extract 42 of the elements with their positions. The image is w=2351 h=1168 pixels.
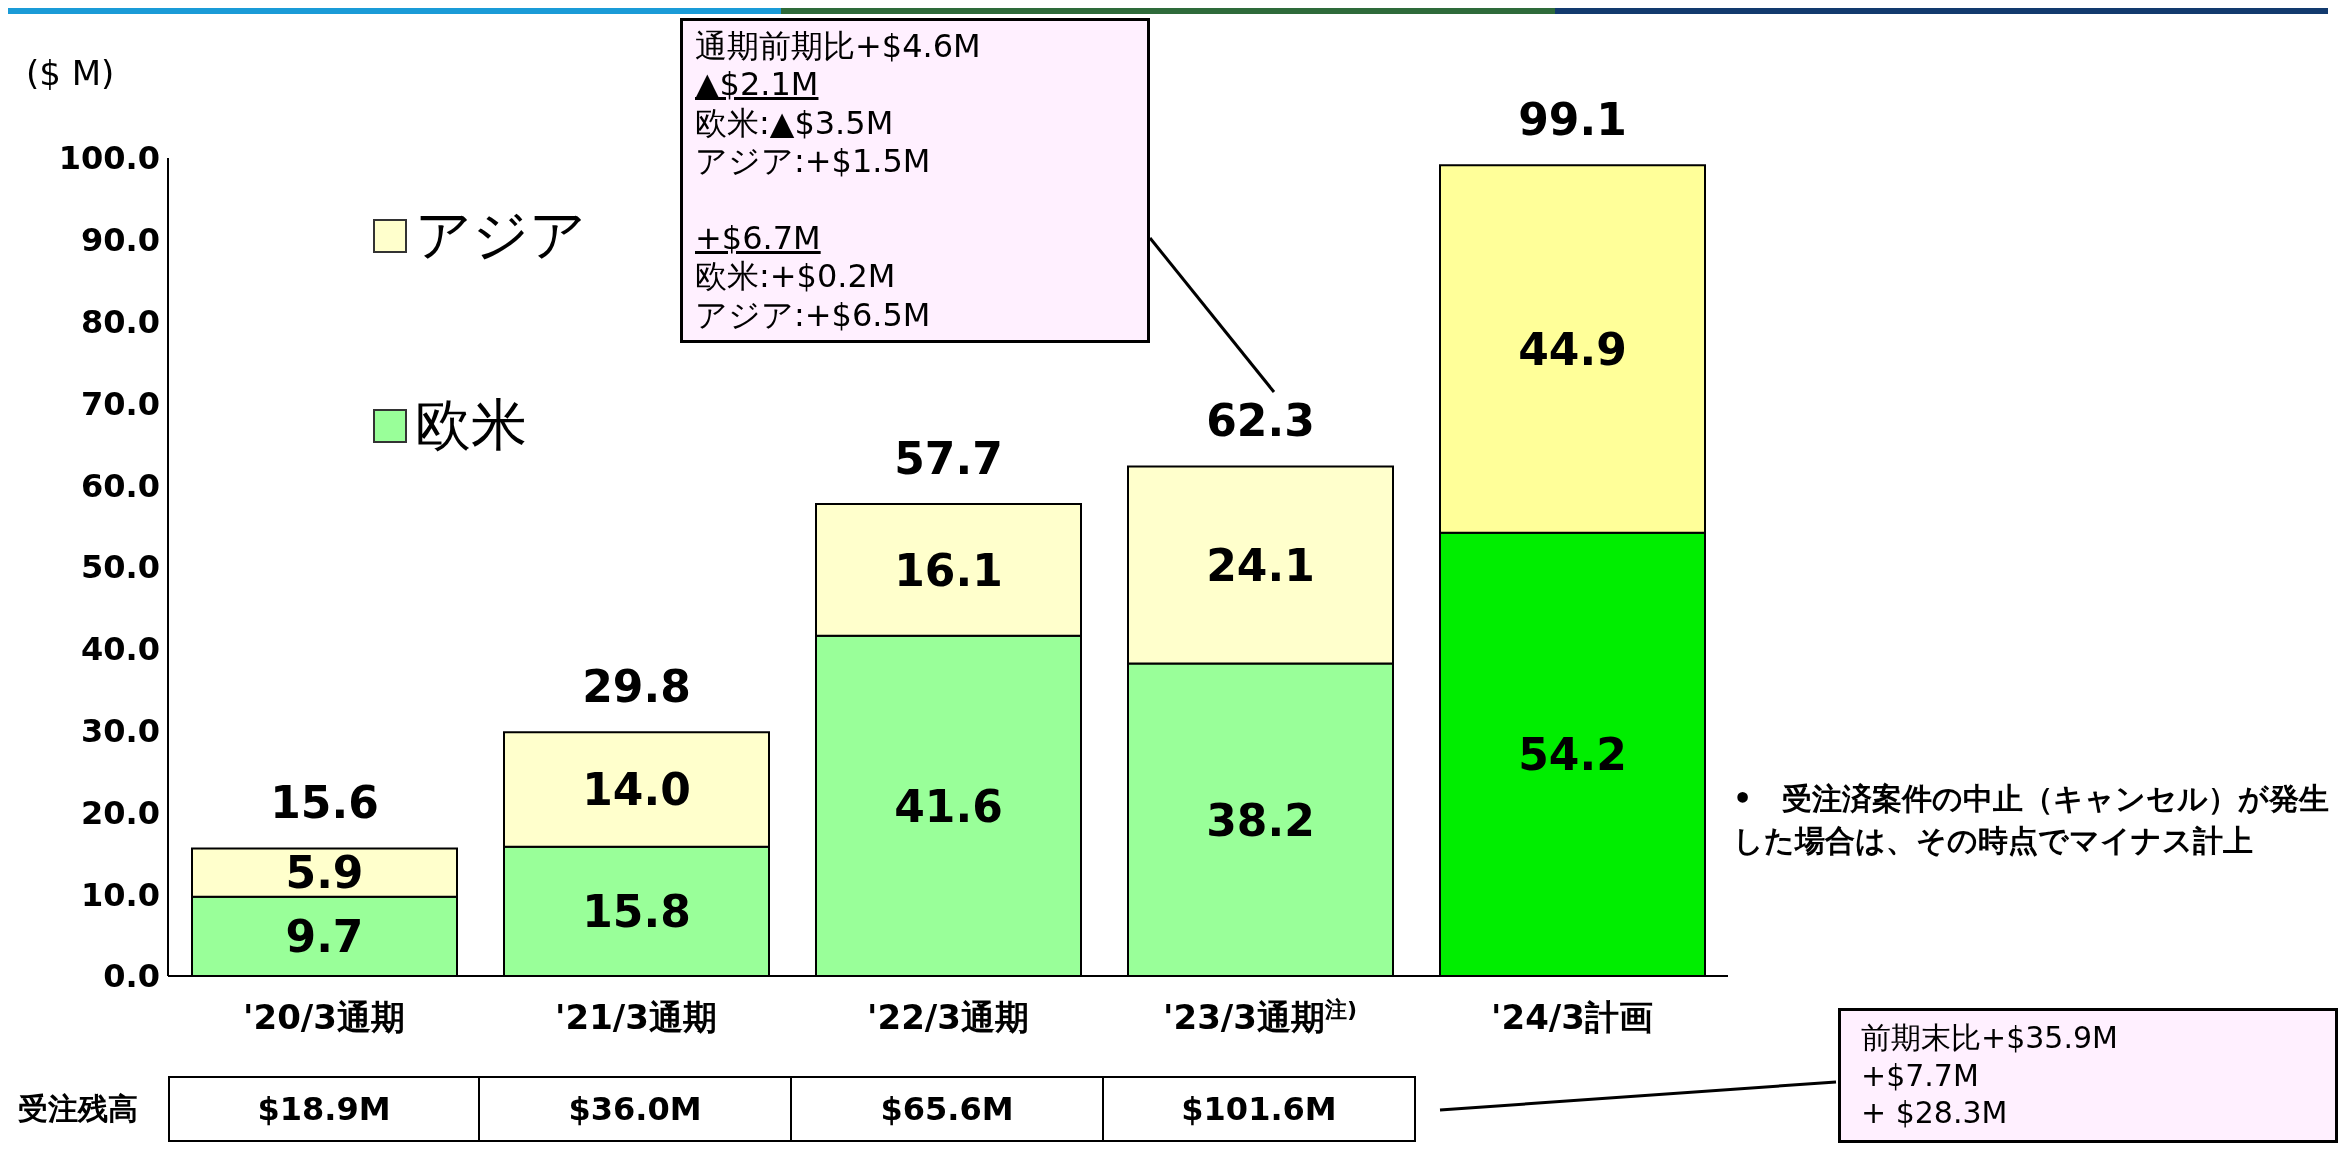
text: $18.9M bbox=[168, 1076, 480, 1142]
text: $36.0M bbox=[480, 1076, 792, 1142]
x-tick-label: '20/3通期 bbox=[243, 997, 405, 1037]
x-tick-label: '21/3通期 bbox=[555, 997, 717, 1037]
text: $65.6M bbox=[792, 1076, 1104, 1142]
data-label: 24.1 bbox=[1206, 539, 1315, 591]
y-tick-label: 50.0 bbox=[81, 548, 160, 587]
y-tick-label: 90.0 bbox=[81, 221, 160, 260]
text: • 受注済案件の中止（キャンセル）が発生した場合は、その時点でマイナス計上 bbox=[1733, 780, 2331, 860]
y-tick-label: 30.0 bbox=[81, 711, 160, 750]
y-tick-label: 60.0 bbox=[81, 466, 160, 505]
total-label: 29.8 bbox=[582, 661, 691, 713]
data-label: 38.2 bbox=[1206, 794, 1315, 846]
total-label: 57.7 bbox=[894, 433, 1003, 485]
total-label: 99.1 bbox=[1518, 94, 1627, 146]
y-tick-label: 40.0 bbox=[81, 630, 160, 669]
total-label: 15.6 bbox=[270, 777, 379, 829]
data-label: 54.2 bbox=[1518, 729, 1627, 781]
y-tick-label: 80.0 bbox=[81, 302, 160, 341]
y-tick-label: 10.0 bbox=[81, 875, 160, 914]
data-label: 44.9 bbox=[1518, 323, 1627, 375]
text: $101.6M bbox=[1104, 1076, 1416, 1142]
data-label: 14.0 bbox=[582, 764, 691, 816]
text: 受注残高 bbox=[18, 1089, 139, 1128]
callout-box: 前期末比+$35.9M +$7.7M + $28.3M bbox=[1838, 1008, 2338, 1143]
y-tick-label: 20.0 bbox=[81, 793, 160, 832]
callout-box: 通期前期比+$4.6M ▲$2.1M 欧米:▲$3.5M アジア:+$1.5M +$6.7M 欧米:+$0.2M アジア:+$6.5M bbox=[680, 18, 1150, 344]
data-label: 9.7 bbox=[285, 911, 364, 963]
y-tick-label: 100.0 bbox=[58, 139, 160, 178]
x-tick-label: '22/3通期 bbox=[867, 997, 1029, 1037]
data-label: 16.1 bbox=[894, 544, 1003, 596]
data-label: 41.6 bbox=[894, 780, 1003, 832]
x-tick-label: '23/3通期$^{注)}$ bbox=[1163, 996, 1357, 1037]
data-label: 5.9 bbox=[285, 847, 364, 899]
x-tick-label: '24/3計画 bbox=[1491, 997, 1653, 1037]
legend-label: アジア bbox=[415, 200, 586, 269]
y-tick-label: 0.0 bbox=[103, 957, 160, 996]
y-tick-label: 70.0 bbox=[81, 384, 160, 423]
legend-label: 欧米 bbox=[415, 390, 527, 459]
data-label: 15.8 bbox=[582, 886, 691, 938]
y-axis-title: ($ M) bbox=[26, 53, 115, 93]
total-label: 62.3 bbox=[1206, 395, 1315, 447]
